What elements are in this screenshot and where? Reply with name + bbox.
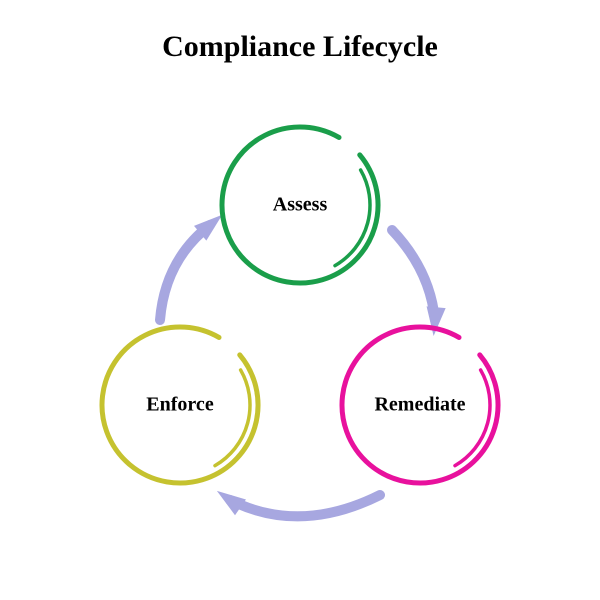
cycle-arrow: [160, 215, 222, 320]
node-label-assess: Assess: [273, 194, 327, 217]
cycle-arrow: [217, 491, 380, 517]
node-label-enforce: Enforce: [146, 394, 213, 417]
cycle-diagram-svg: [0, 0, 600, 600]
cycle-arrow: [392, 230, 446, 336]
node-label-remediate: Remediate: [374, 394, 465, 417]
